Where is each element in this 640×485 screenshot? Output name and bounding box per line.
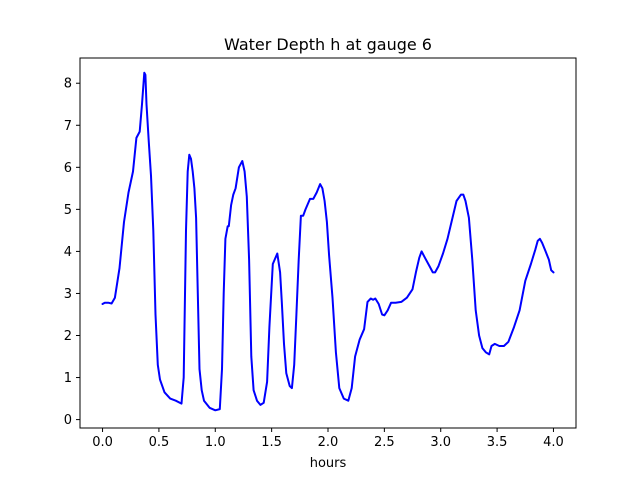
x-tick-label: 0.5	[149, 435, 170, 450]
x-tick-label: 3.5	[487, 435, 508, 450]
plot-frame	[79, 57, 577, 429]
x-tick-label: 0.0	[92, 435, 113, 450]
x-axis-label: hours	[310, 456, 347, 471]
x-tick-label: 2.5	[374, 435, 395, 450]
x-tick-label: 1.5	[261, 435, 282, 450]
y-tick-label: 5	[64, 203, 72, 218]
chart-title: Water Depth h at gauge 6	[224, 35, 432, 54]
y-tick-label: 8	[64, 77, 72, 92]
y-tick-label: 4	[64, 245, 72, 260]
y-tick-label: 1	[64, 371, 72, 386]
x-tick-label: 2.0	[318, 435, 339, 450]
y-tick-label: 0	[64, 413, 72, 428]
ticks-layer: 0.0 0.5 1.0 1.5 2.0 2.5 3.0 3.5 4.0 0 1 2 3 4 5 6 7 8	[64, 77, 564, 450]
y-tick-label: 6	[64, 161, 72, 176]
x-tick-label: 4.0	[543, 435, 564, 450]
series-line-0	[101, 71, 555, 412]
y-tick-label: 7	[64, 119, 72, 134]
y-tick-label: 2	[64, 329, 72, 344]
series-layer	[101, 71, 555, 412]
x-tick-label: 1.0	[205, 435, 226, 450]
x-tick-label: 3.0	[430, 435, 451, 450]
y-tick-label: 3	[64, 287, 72, 302]
